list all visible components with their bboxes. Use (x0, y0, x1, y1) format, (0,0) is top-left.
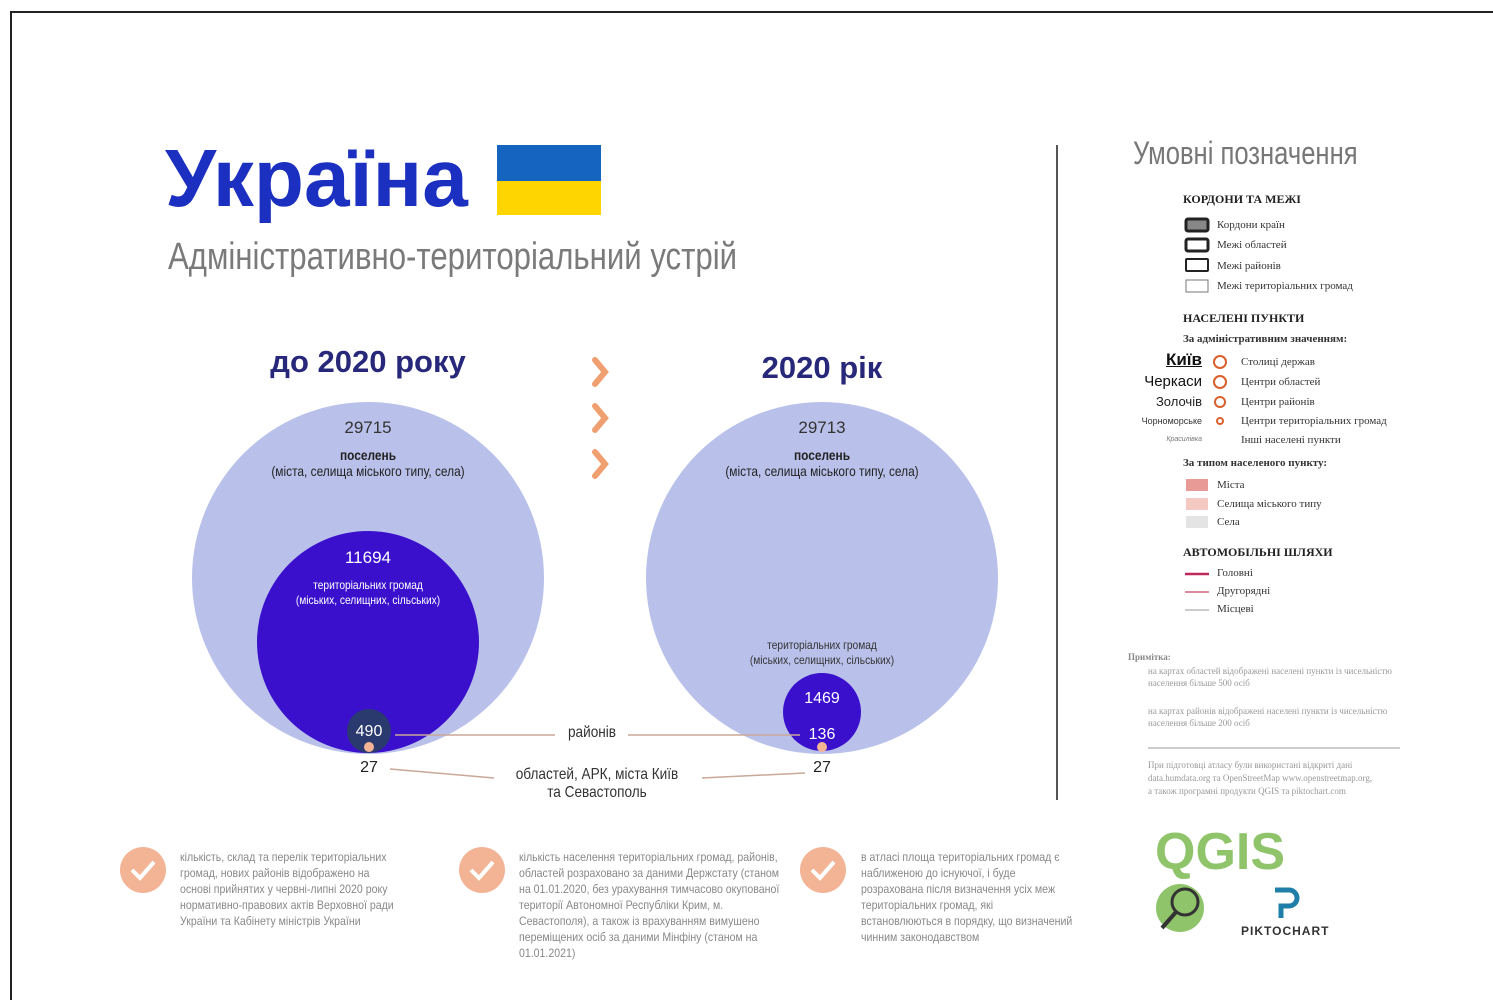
regions-connector-label: областей, АРК, міста Київ та Севастополь (515, 766, 679, 801)
districts-connector-label: районів (567, 724, 617, 741)
after-title: 2020 рік (761, 350, 883, 385)
legend-heading: КОРДОНИ ТА МЕЖІ (1183, 192, 1301, 206)
arrows (592, 357, 609, 479)
regions-dot (364, 742, 374, 752)
legend-item: Центри районів (1241, 396, 1315, 408)
flag-blue (497, 145, 601, 181)
before-districts: 490 (355, 723, 383, 740)
communities-circle (257, 531, 479, 753)
check-icons (120, 847, 846, 893)
legend-item: Межі областей (1217, 239, 1287, 251)
flag-yellow (497, 181, 601, 215)
after-regions: 27 (813, 759, 831, 776)
title: Україна (165, 133, 468, 224)
legend-icons (1148, 217, 1400, 932)
after-districts: 136 (808, 726, 836, 743)
before-communities-label: територіальних громад (313, 578, 423, 592)
legend-sample: Черкаси (1144, 373, 1202, 390)
before-communities-note: (міських, селищних, сільських) (295, 593, 441, 607)
legend-title: Умовні позначення (1133, 135, 1358, 171)
legend-note: на картах областей відображені населені … (1148, 666, 1393, 688)
before-settlements-label: поселень (339, 447, 397, 463)
legend-item: Центри областей (1241, 376, 1321, 388)
legend-sample: Красилівка (1166, 436, 1202, 443)
after-settlements-note: (міста, селища міського типу, села) (725, 463, 919, 479)
legend-item: Інші населені пункти (1241, 434, 1341, 446)
connectors (389, 734, 806, 779)
legend-item: Межі районів (1217, 260, 1281, 272)
before-regions: 27 (360, 759, 378, 776)
legend-item: Села (1217, 516, 1240, 528)
piktochart-logo: PIKTOCHART (1241, 924, 1330, 938)
subtitle: Адміністративно-територіальний устрій (168, 236, 738, 278)
legend-item: Межі територіальних громад (1217, 280, 1353, 292)
districts-circle (347, 709, 391, 753)
note: кількість, склад та перелік територіальн… (180, 850, 394, 928)
legend-item: Кордони країн (1217, 219, 1285, 231)
regions-dot (817, 742, 827, 752)
legend-item: Місцеві (1217, 603, 1254, 615)
legend-sample: Київ (1165, 350, 1202, 369)
qgis-logo: QGIS (1155, 823, 1286, 881)
legend-note: на картах районів відображені населені п… (1148, 706, 1388, 728)
after-settlements-label: поселень (793, 447, 851, 463)
note: кількість населення територіальних грома… (519, 850, 780, 960)
legend-sample: Чорноморське (1141, 416, 1202, 426)
before-communities: 11694 (344, 548, 391, 567)
after-communities-label: територіальних громад (767, 638, 877, 652)
before-settlements: 29715 (344, 418, 392, 437)
legend-item: Столиці держав (1241, 356, 1315, 368)
after-communities-note: (міських, селищних, сільських) (749, 653, 895, 667)
legend-subheading: За адміністративним значенням: (1183, 333, 1348, 345)
legend-heading: НАСЕЛЕНІ ПУНКТИ (1183, 311, 1305, 325)
legend-heading: АВТОМОБІЛЬНІ ШЛЯХИ (1183, 545, 1333, 559)
after-communities: 1469 (804, 690, 840, 707)
legend-item: Головні (1217, 567, 1253, 579)
legend-note-title: Примітка: (1128, 652, 1171, 662)
communities-circle (783, 673, 861, 751)
settlements-circle (646, 402, 998, 754)
after-settlements: 29713 (798, 418, 846, 437)
legend-item: Другорядні (1217, 585, 1271, 597)
legend-sample: Золочів (1155, 394, 1202, 409)
frame (10, 11, 1493, 1000)
legend-subheading: За типом населеного пункту: (1183, 457, 1328, 469)
before-settlements-note: (міста, селища міського типу, села) (271, 463, 465, 479)
legend-item: Центри територіальних громад (1241, 415, 1387, 427)
legend-item: Селища міського типу (1217, 498, 1322, 510)
legend-sources: При підготовці атласу були використані в… (1148, 760, 1373, 796)
note: в атласі площа територіальних громад є н… (861, 850, 1073, 944)
before-title: до 2020 року (270, 344, 466, 379)
legend-item: Міста (1217, 479, 1245, 491)
